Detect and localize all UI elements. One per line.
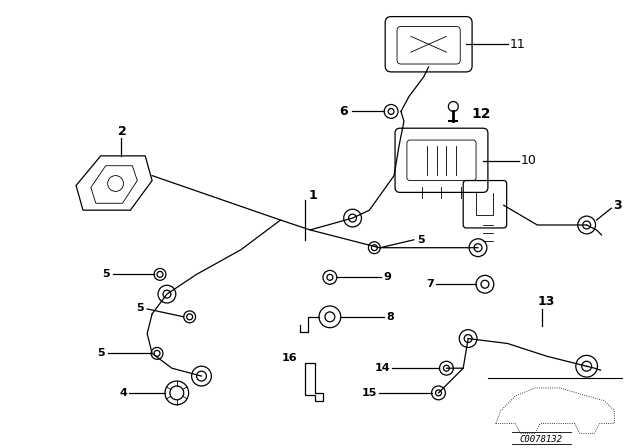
Text: 1: 1 (308, 189, 317, 202)
Text: 15: 15 (362, 388, 378, 398)
Text: 7: 7 (426, 279, 433, 289)
Text: 13: 13 (537, 294, 555, 307)
Text: 5: 5 (417, 235, 424, 245)
Text: 8: 8 (386, 312, 394, 322)
Text: 12: 12 (471, 108, 491, 121)
Text: 6: 6 (339, 105, 348, 118)
Text: 4: 4 (120, 388, 127, 398)
Text: 11: 11 (509, 38, 525, 51)
Text: C0078132: C0078132 (520, 435, 563, 444)
Text: 5: 5 (102, 269, 109, 280)
Text: 16: 16 (282, 353, 298, 363)
Text: 2: 2 (118, 125, 127, 138)
Text: 3: 3 (613, 199, 622, 212)
Text: 5: 5 (136, 303, 144, 313)
Text: 10: 10 (520, 154, 536, 167)
Text: 9: 9 (383, 272, 391, 282)
Text: 5: 5 (97, 349, 105, 358)
Text: 14: 14 (374, 363, 390, 373)
